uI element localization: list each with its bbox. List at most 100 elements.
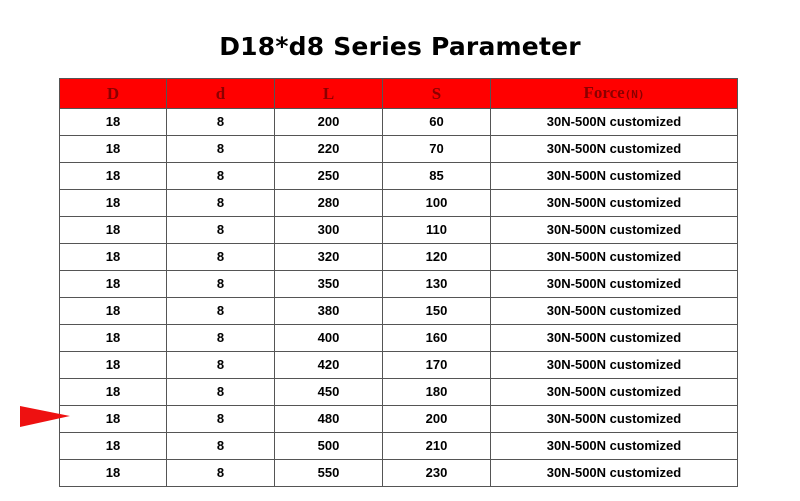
cell-rod-diameter: 8 [166, 216, 275, 244]
cell-length: 400 [274, 324, 383, 352]
table-row: 18 8 480 200 30N-500N customized [59, 405, 738, 433]
cell-force: 30N-500N customized [490, 297, 738, 325]
cell-stroke: 130 [382, 270, 491, 298]
header-cell-d-outer: D [59, 78, 167, 109]
table-row: 18 8 300 110 30N-500N customized [59, 216, 738, 244]
cell-stroke: 180 [382, 378, 491, 406]
cell-outer-diameter: 18 [59, 189, 167, 217]
table-row: 18 8 320 120 30N-500N customized [59, 243, 738, 271]
table-row: 18 8 450 180 30N-500N customized [59, 378, 738, 406]
cell-outer-diameter: 18 [59, 216, 167, 244]
cell-rod-diameter: 8 [166, 351, 275, 379]
header-label: d [215, 84, 226, 103]
cell-force: 30N-500N customized [490, 243, 738, 271]
cell-stroke: 120 [382, 243, 491, 271]
cell-length: 320 [274, 243, 383, 271]
table-row: 18 8 350 130 30N-500N customized [59, 270, 738, 298]
table-row: 18 8 250 85 30N-500N customized [59, 162, 738, 190]
cell-stroke: 210 [382, 432, 491, 460]
cell-force: 30N-500N customized [490, 108, 738, 136]
header-unit: (N) [624, 88, 645, 101]
cell-rod-diameter: 8 [166, 405, 275, 433]
cell-force: 30N-500N customized [490, 351, 738, 379]
cell-length: 380 [274, 297, 383, 325]
cell-force: 30N-500N customized [490, 189, 738, 217]
table-row: 18 8 420 170 30N-500N customized [59, 351, 738, 379]
table-row: 18 8 200 60 30N-500N customized [59, 108, 738, 136]
cell-outer-diameter: 18 [59, 162, 167, 190]
cell-outer-diameter: 18 [59, 108, 167, 136]
cell-rod-diameter: 8 [166, 297, 275, 325]
header-cell-l: L [274, 78, 383, 109]
cell-outer-diameter: 18 [59, 135, 167, 163]
header-cell-force: Force(N) [490, 78, 738, 109]
red-arrow-pointer-icon [20, 406, 70, 427]
header-label: Force [583, 83, 625, 102]
cell-length: 350 [274, 270, 383, 298]
cell-outer-diameter: 18 [59, 405, 167, 433]
cell-outer-diameter: 18 [59, 432, 167, 460]
cell-length: 300 [274, 216, 383, 244]
cell-rod-diameter: 8 [166, 324, 275, 352]
table-row: 18 8 500 210 30N-500N customized [59, 432, 738, 460]
cell-force: 30N-500N customized [490, 162, 738, 190]
cell-outer-diameter: 18 [59, 297, 167, 325]
table-header: D d L S Force(N) [59, 78, 738, 109]
header-label: S [431, 84, 442, 103]
parameter-table: D d L S Force(N) 18 8 200 60 30N-500N custom… [59, 78, 738, 487]
cell-rod-diameter: 8 [166, 432, 275, 460]
cell-force: 30N-500N customized [490, 216, 738, 244]
cell-stroke: 200 [382, 405, 491, 433]
cell-force: 30N-500N customized [490, 270, 738, 298]
cell-outer-diameter: 18 [59, 270, 167, 298]
cell-rod-diameter: 8 [166, 189, 275, 217]
table-row: 18 8 380 150 30N-500N customized [59, 297, 738, 325]
cell-length: 550 [274, 459, 383, 487]
header-cell-d-rod: d [166, 78, 275, 109]
cell-length: 220 [274, 135, 383, 163]
cell-length: 200 [274, 108, 383, 136]
cell-rod-diameter: 8 [166, 162, 275, 190]
cell-rod-diameter: 8 [166, 378, 275, 406]
table-row: 18 8 220 70 30N-500N customized [59, 135, 738, 163]
cell-stroke: 160 [382, 324, 491, 352]
cell-stroke: 100 [382, 189, 491, 217]
cell-length: 280 [274, 189, 383, 217]
cell-rod-diameter: 8 [166, 270, 275, 298]
cell-rod-diameter: 8 [166, 459, 275, 487]
table-row: 18 8 550 230 30N-500N customized [59, 459, 738, 487]
cell-force: 30N-500N customized [490, 324, 738, 352]
cell-stroke: 170 [382, 351, 491, 379]
header-label: D [106, 84, 120, 103]
cell-stroke: 85 [382, 162, 491, 190]
cell-outer-diameter: 18 [59, 351, 167, 379]
cell-force: 30N-500N customized [490, 459, 738, 487]
page-title: D18*d8 Series Parameter [219, 32, 581, 61]
cell-stroke: 150 [382, 297, 491, 325]
cell-outer-diameter: 18 [59, 243, 167, 271]
cell-outer-diameter: 18 [59, 324, 167, 352]
cell-rod-diameter: 8 [166, 243, 275, 271]
cell-length: 420 [274, 351, 383, 379]
cell-stroke: 230 [382, 459, 491, 487]
cell-outer-diameter: 18 [59, 378, 167, 406]
header-cell-s: S [382, 78, 491, 109]
cell-stroke: 70 [382, 135, 491, 163]
cell-stroke: 110 [382, 216, 491, 244]
cell-length: 450 [274, 378, 383, 406]
cell-length: 250 [274, 162, 383, 190]
cell-force: 30N-500N customized [490, 135, 738, 163]
table-header-row: D d L S Force(N) [59, 78, 738, 109]
cell-rod-diameter: 8 [166, 135, 275, 163]
cell-outer-diameter: 18 [59, 459, 167, 487]
header-label: L [322, 84, 335, 103]
cell-rod-diameter: 8 [166, 108, 275, 136]
cell-force: 30N-500N customized [490, 432, 738, 460]
cell-length: 480 [274, 405, 383, 433]
table-row: 18 8 280 100 30N-500N customized [59, 189, 738, 217]
table-row: 18 8 400 160 30N-500N customized [59, 324, 738, 352]
cell-length: 500 [274, 432, 383, 460]
table-body: 18 8 200 60 30N-500N customized 18 8 220 70 30N-5… [59, 108, 738, 487]
cell-force: 30N-500N customized [490, 378, 738, 406]
cell-stroke: 60 [382, 108, 491, 136]
